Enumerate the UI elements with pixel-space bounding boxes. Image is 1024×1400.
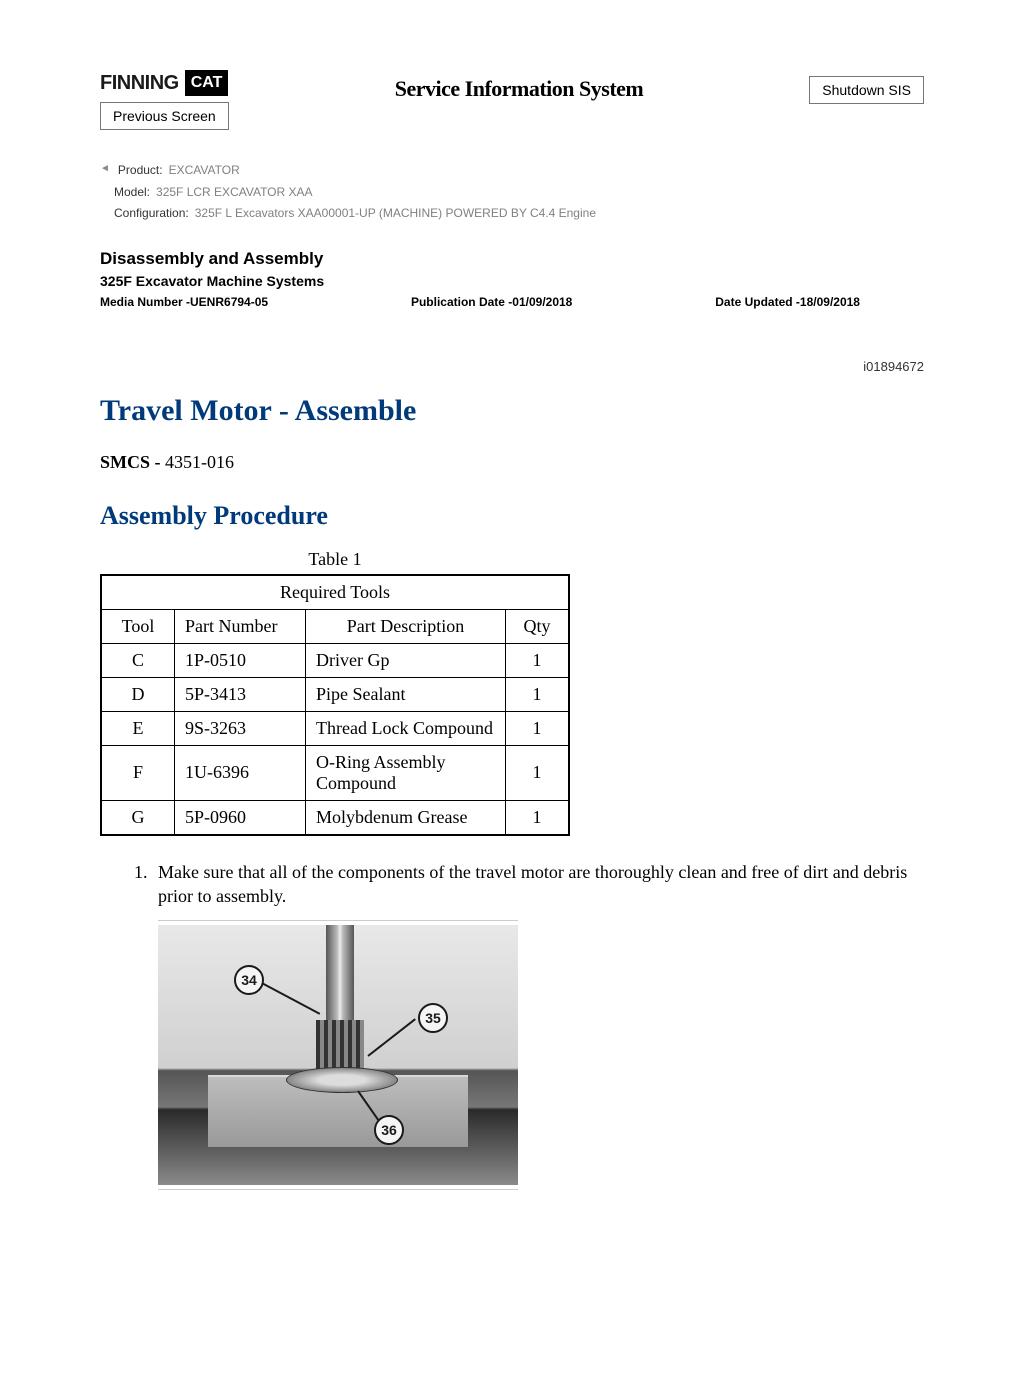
section-title: Disassembly and Assembly — [100, 249, 924, 269]
table-row: E 9S-3263 Thread Lock Compound 1 — [101, 711, 569, 745]
logo-cat-badge: CAT — [185, 70, 229, 96]
shutdown-sis-button[interactable]: Shutdown SIS — [809, 76, 924, 104]
meta-config-value: 325F L Excavators XAA00001-UP (MACHINE) … — [195, 203, 596, 225]
meta-block: ◄ Product: EXCAVATOR Model: 325F LCR EXCA… — [100, 160, 924, 225]
step-item: Make sure that all of the components of … — [152, 860, 924, 1191]
publication-row: Media Number -UENR6794-05 Publication Da… — [100, 295, 860, 309]
date-updated: Date Updated -18/09/2018 — [715, 295, 860, 309]
meta-product-row: ◄ Product: EXCAVATOR — [100, 160, 924, 182]
cell-tool: E — [101, 711, 175, 745]
cell-desc: Thread Lock Compound — [306, 711, 506, 745]
col-part-number: Part Number — [175, 609, 306, 643]
cell-desc: Driver Gp — [306, 643, 506, 677]
cell-desc: O-Ring Assembly Compound — [306, 745, 506, 800]
system-title: Service Information System — [395, 70, 644, 102]
callout-line — [367, 1019, 416, 1058]
tools-table: Required Tools Tool Part Number Part Des… — [100, 574, 570, 836]
header-row: FINNING CAT Previous Screen Service Info… — [100, 70, 924, 130]
cell-desc: Molybdenum Grease — [306, 800, 506, 835]
table-title-cell: Required Tools — [101, 575, 569, 610]
cell-pn: 1U-6396 — [175, 745, 306, 800]
meta-model-value: 325F LCR EXCAVATOR XAA — [156, 182, 313, 204]
figure-image: 34 35 36 — [158, 925, 518, 1185]
callout-line — [258, 980, 321, 1015]
back-arrow-icon: ◄ — [100, 160, 110, 182]
cell-pn: 5P-3413 — [175, 677, 306, 711]
logo: FINNING CAT — [100, 70, 228, 96]
figure-divider-bottom — [158, 1189, 518, 1190]
logo-finning-text: FINNING — [100, 72, 179, 95]
cell-qty: 1 — [506, 711, 570, 745]
tools-table-wrap: Table 1 Required Tools Tool Part Number … — [100, 549, 570, 836]
cell-qty: 1 — [506, 800, 570, 835]
cell-tool: G — [101, 800, 175, 835]
section-subtitle: 325F Excavator Machine Systems — [100, 273, 924, 289]
cell-tool: C — [101, 643, 175, 677]
table-row: D 5P-3413 Pipe Sealant 1 — [101, 677, 569, 711]
cell-qty: 1 — [506, 677, 570, 711]
table-caption: Table 1 — [100, 549, 570, 570]
meta-model-row: Model: 325F LCR EXCAVATOR XAA — [100, 182, 924, 204]
cell-tool: D — [101, 677, 175, 711]
figure-divider-top — [158, 920, 518, 921]
smcs-label: SMCS - — [100, 452, 165, 472]
col-part-description: Part Description — [306, 609, 506, 643]
meta-model-label: Model: — [114, 182, 150, 204]
publication-date: Publication Date -01/09/2018 — [411, 295, 572, 309]
col-tool: Tool — [101, 609, 175, 643]
smcs-line: SMCS - 4351-016 — [100, 452, 924, 473]
table-row: F 1U-6396 O-Ring Assembly Compound 1 — [101, 745, 569, 800]
previous-screen-button[interactable]: Previous Screen — [100, 102, 229, 130]
logo-block: FINNING CAT Previous Screen — [100, 70, 229, 130]
step-list: Make sure that all of the components of … — [100, 860, 924, 1191]
cell-qty: 1 — [506, 643, 570, 677]
document-id: i01894672 — [100, 359, 924, 374]
col-qty: Qty — [506, 609, 570, 643]
meta-config-row: Configuration: 325F L Excavators XAA0000… — [100, 203, 924, 225]
sub-heading: Assembly Procedure — [100, 501, 924, 531]
meta-config-label: Configuration: — [114, 203, 189, 225]
figure: 34 35 36 — [158, 920, 518, 1190]
table-row: C 1P-0510 Driver Gp 1 — [101, 643, 569, 677]
cell-pn: 1P-0510 — [175, 643, 306, 677]
main-heading: Travel Motor - Assemble — [100, 394, 924, 428]
cell-pn: 5P-0960 — [175, 800, 306, 835]
cell-pn: 9S-3263 — [175, 711, 306, 745]
table-title-row: Required Tools — [101, 575, 569, 610]
step-text: Make sure that all of the components of … — [158, 862, 907, 906]
table-header-row: Tool Part Number Part Description Qty — [101, 609, 569, 643]
table-row: G 5P-0960 Molybdenum Grease 1 — [101, 800, 569, 835]
meta-product-value: EXCAVATOR — [169, 160, 240, 182]
section-title-block: Disassembly and Assembly 325F Excavator … — [100, 249, 924, 309]
cell-tool: F — [101, 745, 175, 800]
callout-35: 35 — [418, 1003, 448, 1033]
cell-desc: Pipe Sealant — [306, 677, 506, 711]
meta-product-label: Product: — [118, 160, 163, 182]
cell-qty: 1 — [506, 745, 570, 800]
media-number: Media Number -UENR6794-05 — [100, 295, 268, 309]
callout-34: 34 — [234, 965, 264, 995]
smcs-value: 4351-016 — [165, 452, 234, 472]
